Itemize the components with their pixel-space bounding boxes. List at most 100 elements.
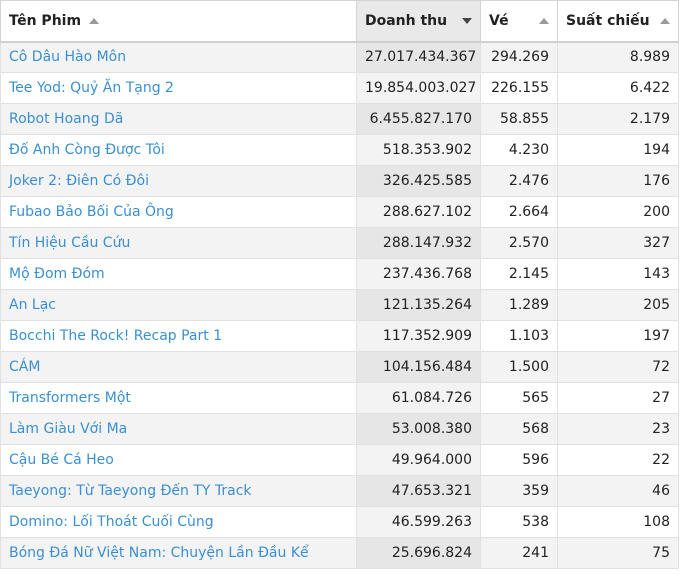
column-header-shows[interactable]: Suất chiếu — [557, 0, 679, 43]
shows-cell: 108 — [557, 506, 679, 538]
sort-down-icon[interactable] — [462, 17, 472, 24]
tickets-cell: 2.476 — [480, 165, 558, 197]
movie-title-link[interactable]: Taeyong: Từ Taeyong Đến TY Track — [0, 475, 357, 507]
shows-cell: 327 — [557, 227, 679, 259]
shows-cell: 197 — [557, 320, 679, 352]
column-header-label: Suất chiếu — [566, 12, 650, 29]
table-body: Cô Dâu Hào Môn 27.017.434.367 294.269 8.989… — [0, 41, 679, 569]
table-row: Tee Yod: Quỷ Ăn Tạng 2 19.854.003.027 226.… — [0, 72, 679, 104]
movie-title-link[interactable]: An Lạc — [0, 289, 357, 321]
shows-cell: 22 — [557, 444, 679, 476]
sort-up-icon[interactable] — [539, 17, 549, 24]
tickets-cell: 226.155 — [480, 72, 558, 104]
shows-cell: 6.422 — [557, 72, 679, 104]
tickets-cell: 1.289 — [480, 289, 558, 321]
revenue-cell: 19.854.003.027 — [356, 72, 481, 104]
shows-cell: 205 — [557, 289, 679, 321]
table-row: Cô Dâu Hào Môn 27.017.434.367 294.269 8.989 — [0, 41, 679, 73]
revenue-cell: 288.627.102 — [356, 196, 481, 228]
shows-cell: 176 — [557, 165, 679, 197]
tickets-cell: 58.855 — [480, 103, 558, 135]
revenue-cell: 237.436.768 — [356, 258, 481, 290]
column-header-label: Vé — [489, 12, 509, 29]
movie-title-link[interactable]: Joker 2: Điên Có Đôi — [0, 165, 357, 197]
revenue-cell: 6.455.827.170 — [356, 103, 481, 135]
table-row: Domino: Lối Thoát Cuối Cùng 46.599.263 538… — [0, 506, 679, 538]
column-header-title[interactable]: Tên Phim — [0, 0, 357, 43]
table-row: Bóng Đá Nữ Việt Nam: Chuyện Lần Đầu Kể 25… — [0, 537, 679, 569]
movie-title-link[interactable]: Làm Giàu Với Ma — [0, 413, 357, 445]
tickets-cell: 538 — [480, 506, 558, 538]
table-row: Bocchi The Rock! Recap Part 1 117.352.909… — [0, 320, 679, 352]
table-row: Tín Hiệu Cầu Cứu 288.147.932 2.570 327 — [0, 227, 679, 259]
revenue-cell: 121.135.264 — [356, 289, 481, 321]
revenue-cell: 104.156.484 — [356, 351, 481, 383]
movie-title-link[interactable]: Đố Anh Còng Được Tôi — [0, 134, 357, 166]
tickets-cell: 294.269 — [480, 41, 558, 73]
revenue-cell: 25.696.824 — [356, 537, 481, 569]
revenue-cell: 49.964.000 — [356, 444, 481, 476]
column-header-label: Doanh thu — [365, 12, 448, 29]
movie-title-link[interactable]: Domino: Lối Thoát Cuối Cùng — [0, 506, 357, 538]
tickets-cell: 568 — [480, 413, 558, 445]
movie-title-link[interactable]: Fubao Bảo Bối Của Ông — [0, 196, 357, 228]
tickets-cell: 1.103 — [480, 320, 558, 352]
shows-cell: 2.179 — [557, 103, 679, 135]
tickets-cell: 1.500 — [480, 351, 558, 383]
tickets-cell: 2.664 — [480, 196, 558, 228]
shows-cell: 200 — [557, 196, 679, 228]
movie-title-link[interactable]: CÁM — [0, 351, 357, 383]
column-header-label: Tên Phim — [9, 12, 82, 29]
table-row: Fubao Bảo Bối Của Ông 288.627.102 2.664 200 — [0, 196, 679, 228]
column-header-revenue[interactable]: Doanh thu — [356, 0, 481, 43]
revenue-cell: 61.084.726 — [356, 382, 481, 414]
shows-cell: 143 — [557, 258, 679, 290]
sort-up-icon[interactable] — [89, 17, 100, 24]
shows-cell: 8.989 — [557, 41, 679, 73]
movie-title-link[interactable]: Cô Dâu Hào Môn — [0, 41, 357, 73]
tickets-cell: 241 — [480, 537, 558, 569]
revenue-cell: 47.653.321 — [356, 475, 481, 507]
tickets-cell: 359 — [480, 475, 558, 507]
shows-cell: 75 — [557, 537, 679, 569]
shows-cell: 194 — [557, 134, 679, 166]
tickets-cell: 4.230 — [480, 134, 558, 166]
table-row: Cậu Bé Cá Heo 49.964.000 596 22 — [0, 444, 679, 476]
table-row: Joker 2: Điên Có Đôi 326.425.585 2.476 176 — [0, 165, 679, 197]
column-header-tickets[interactable]: Vé — [480, 0, 558, 43]
table-row: An Lạc 121.135.264 1.289 205 — [0, 289, 679, 321]
table-row: CÁM 104.156.484 1.500 72 — [0, 351, 679, 383]
tickets-cell: 2.145 — [480, 258, 558, 290]
table-row: Đố Anh Còng Được Tôi 518.353.902 4.230 194 — [0, 134, 679, 166]
movie-title-link[interactable]: Mộ Đom Đóm — [0, 258, 357, 290]
movie-title-link[interactable]: Tee Yod: Quỷ Ăn Tạng 2 — [0, 72, 357, 104]
sort-up-icon[interactable] — [660, 17, 670, 24]
table-row: Transformers Một 61.084.726 565 27 — [0, 382, 679, 414]
shows-cell: 27 — [557, 382, 679, 414]
revenue-cell: 53.008.380 — [356, 413, 481, 445]
shows-cell: 72 — [557, 351, 679, 383]
revenue-cell: 117.352.909 — [356, 320, 481, 352]
tickets-cell: 565 — [480, 382, 558, 414]
revenue-cell: 46.599.263 — [356, 506, 481, 538]
table-row: Mộ Đom Đóm 237.436.768 2.145 143 — [0, 258, 679, 290]
movie-title-link[interactable]: Robot Hoang Dã — [0, 103, 357, 135]
table-header-row: Tên Phim Doanh thu Vé Suất chiếu — [0, 0, 679, 43]
movie-title-link[interactable]: Cậu Bé Cá Heo — [0, 444, 357, 476]
shows-cell: 46 — [557, 475, 679, 507]
revenue-cell: 288.147.932 — [356, 227, 481, 259]
movie-title-link[interactable]: Transformers Một — [0, 382, 357, 414]
table-row: Làm Giàu Với Ma 53.008.380 568 23 — [0, 413, 679, 445]
tickets-cell: 596 — [480, 444, 558, 476]
movie-title-link[interactable]: Bóng Đá Nữ Việt Nam: Chuyện Lần Đầu Kể — [0, 537, 357, 569]
movie-title-link[interactable]: Bocchi The Rock! Recap Part 1 — [0, 320, 357, 352]
table-row: Taeyong: Từ Taeyong Đến TY Track 47.653.3… — [0, 475, 679, 507]
revenue-cell: 518.353.902 — [356, 134, 481, 166]
movie-title-link[interactable]: Tín Hiệu Cầu Cứu — [0, 227, 357, 259]
revenue-cell: 27.017.434.367 — [356, 41, 481, 73]
table-row: Robot Hoang Dã 6.455.827.170 58.855 2.179 — [0, 103, 679, 135]
tickets-cell: 2.570 — [480, 227, 558, 259]
revenue-cell: 326.425.585 — [356, 165, 481, 197]
